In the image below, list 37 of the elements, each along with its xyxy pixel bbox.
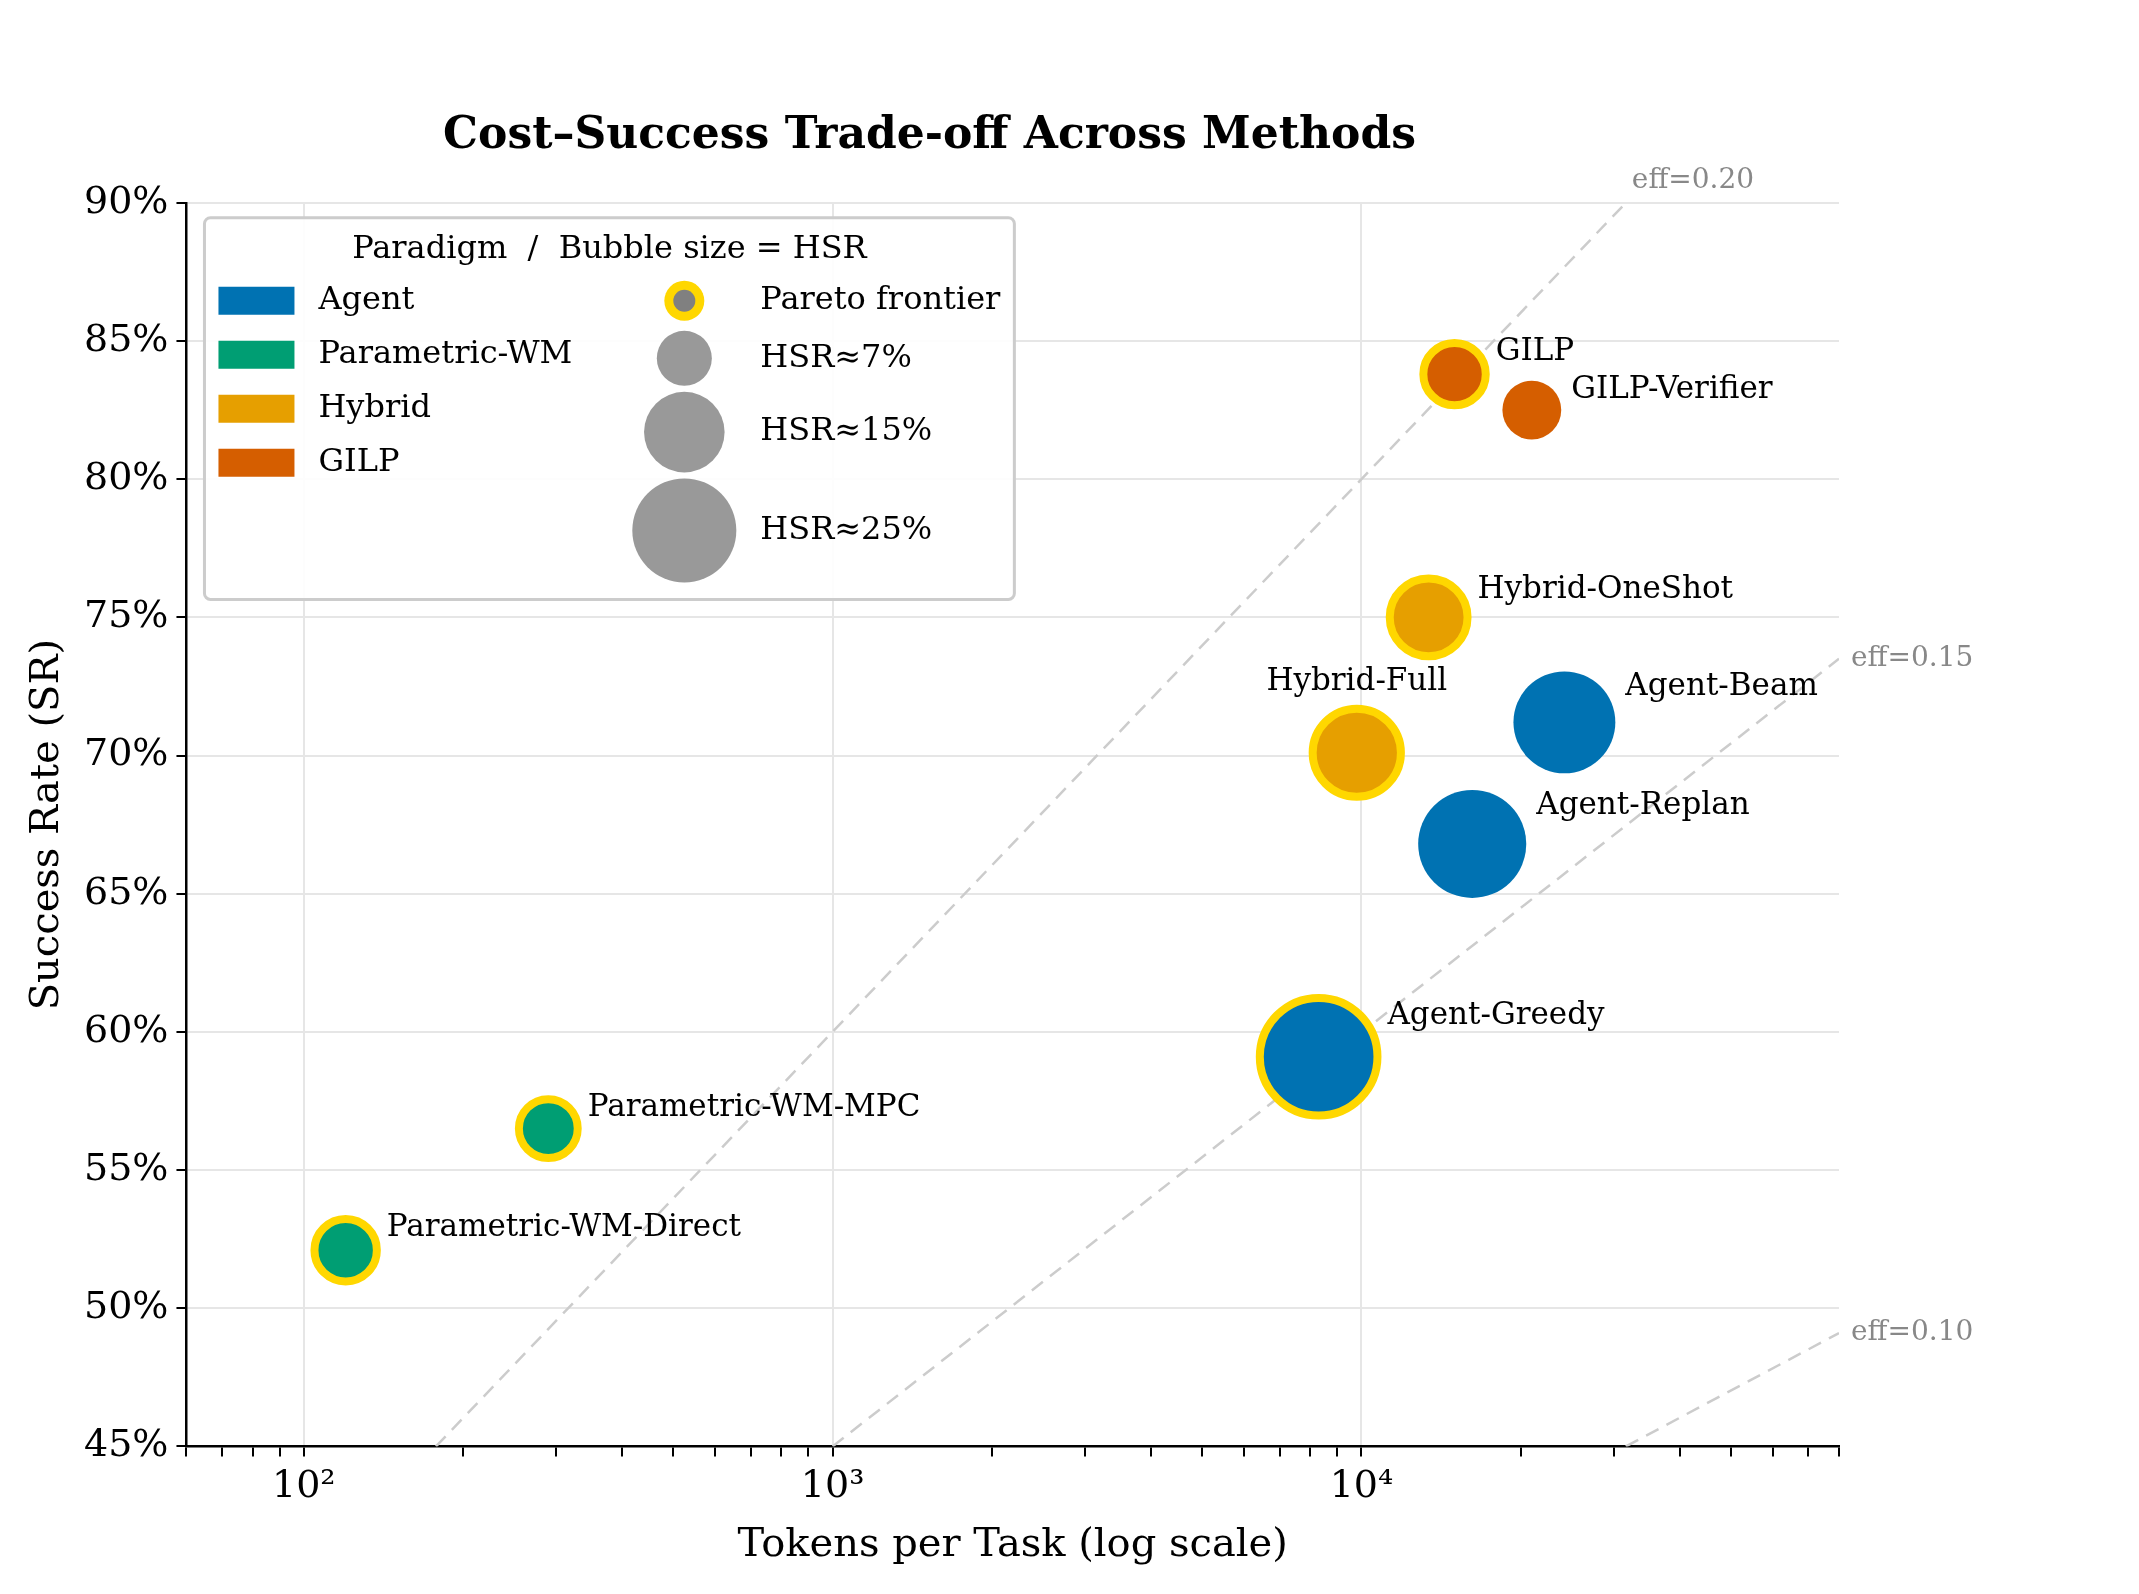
legend-label: HSR≈15% [760, 410, 933, 449]
annotation: GILP [1495, 331, 1575, 368]
annotation: Parametric-WM-MPC [587, 1087, 921, 1124]
annotation: Agent-Replan [1535, 785, 1750, 822]
annotation: Agent-Beam [1624, 665, 1818, 702]
series-label: eff=0.10 [1851, 1314, 1974, 1348]
annotation: Parametric-WM-Direct [386, 1207, 742, 1244]
chart-title: Cost–Success Trade-off Across Methods [443, 106, 1416, 158]
x-tick-label: 10³ [800, 1462, 865, 1507]
y-tick-label: 55% [83, 1144, 169, 1189]
series-label: eff=0.15 [1851, 640, 1974, 674]
y-tick-label: 50% [83, 1283, 169, 1328]
y-tick-label: 70% [83, 730, 169, 775]
legend-label: Pareto frontier [760, 279, 1002, 318]
annotation: GILP-Verifier [1571, 368, 1773, 405]
annotation: Hybrid-Full [1266, 660, 1448, 697]
legend-label: GILP [318, 441, 400, 480]
legend-label: Parametric-WM [318, 333, 573, 372]
y-tick-label: 65% [83, 868, 169, 913]
y-tick-label: 90% [83, 177, 169, 222]
y-tick-label: 85% [83, 315, 169, 360]
legend-label: HSR≈25% [760, 508, 933, 547]
legend-label: Agent [317, 279, 415, 318]
legend-label: Hybrid [318, 387, 431, 426]
x-tick-label: 10² [271, 1462, 336, 1507]
x-tick-label: 10⁴ [1329, 1462, 1394, 1507]
series-label: eff=0.20 [1631, 162, 1755, 196]
legend-title: Paradigm / Bubble size = HSR [352, 228, 868, 267]
y-tick-label: 60% [83, 1006, 169, 1051]
y-tick-label: 80% [83, 454, 169, 499]
annotation: Hybrid-OneShot [1477, 569, 1734, 606]
y-tick-label: 75% [83, 592, 169, 637]
annotation: Agent-Greedy [1386, 994, 1606, 1031]
x-axis-title: Tokens per Task (log scale) [737, 1519, 1288, 1566]
y-tick-label: 45% [83, 1421, 169, 1466]
y-axis-title: Success Rate (SR) [21, 638, 68, 1011]
legend-label: HSR≈7% [760, 336, 912, 375]
